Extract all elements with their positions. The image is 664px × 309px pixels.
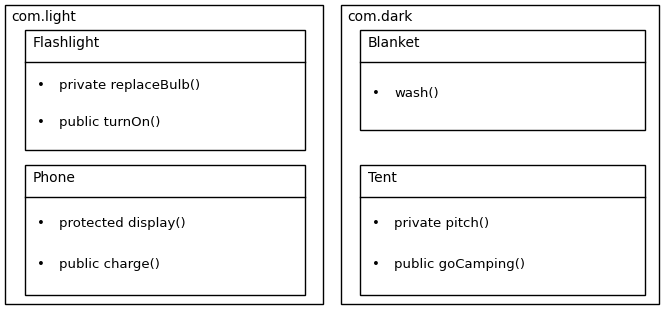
Text: Tent: Tent	[368, 171, 397, 185]
Text: •: •	[372, 258, 380, 271]
Text: private pitch(): private pitch()	[394, 217, 489, 230]
Text: •: •	[37, 258, 45, 271]
Text: public turnOn(): public turnOn()	[59, 116, 161, 129]
Text: com.light: com.light	[11, 10, 76, 24]
Text: •: •	[372, 87, 380, 100]
Text: Flashlight: Flashlight	[33, 36, 100, 50]
Bar	[25, 165, 305, 295]
Text: private replaceBulb(): private replaceBulb()	[59, 79, 200, 92]
Text: •: •	[37, 79, 45, 92]
Text: •: •	[37, 217, 45, 230]
Text: public charge(): public charge()	[59, 258, 160, 271]
Bar	[341, 5, 659, 304]
Bar	[25, 30, 305, 150]
Bar	[5, 5, 323, 304]
Text: protected display(): protected display()	[59, 217, 186, 230]
Text: wash(): wash()	[394, 87, 439, 100]
Text: Phone: Phone	[33, 171, 76, 185]
Text: com.dark: com.dark	[347, 10, 412, 24]
Text: •: •	[372, 217, 380, 230]
Text: Blanket: Blanket	[368, 36, 420, 50]
Bar	[360, 30, 645, 130]
Text: public goCamping(): public goCamping()	[394, 258, 525, 271]
Bar	[360, 165, 645, 295]
Text: •: •	[37, 116, 45, 129]
